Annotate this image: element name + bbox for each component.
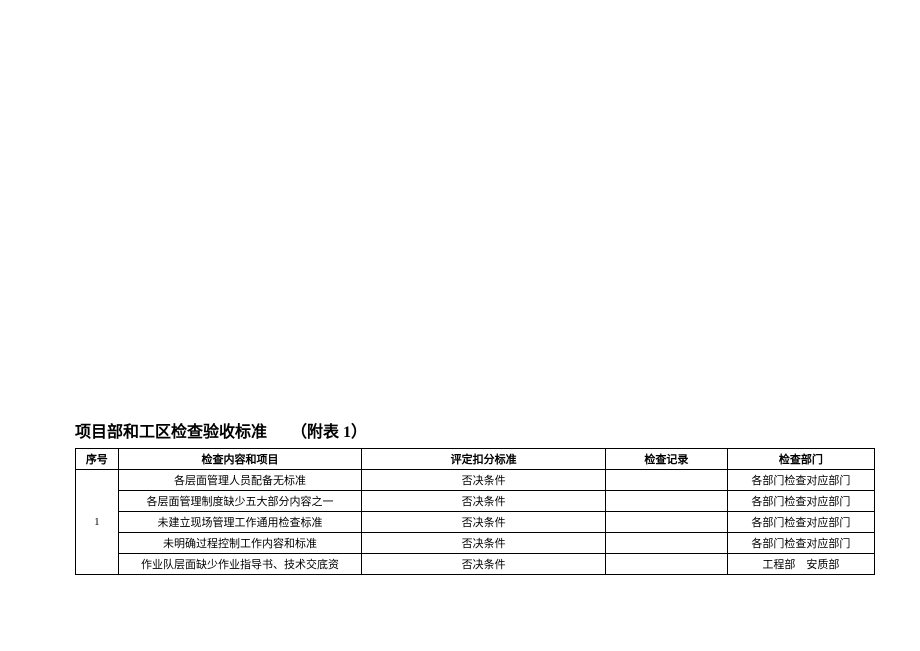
cell-item: 各层面管理制度缺少五大部分内容之一: [118, 491, 362, 512]
header-dept: 检查部门: [727, 449, 874, 470]
table-row: 作业队层面缺少作业指导书、技术交底资 否决条件 工程部 安质部: [76, 554, 875, 575]
cell-item: 未明确过程控制工作内容和标准: [118, 533, 362, 554]
table-row: 1 各层面管理人员配备无标准 否决条件 各部门检查对应部门: [76, 470, 875, 491]
table-row: 未明确过程控制工作内容和标准 否决条件 各部门检查对应部门: [76, 533, 875, 554]
title-appendix: （附表 1）: [291, 424, 367, 441]
table-row: 未建立现场管理工作通用检查标准 否决条件 各部门检查对应部门: [76, 512, 875, 533]
cell-item: 未建立现场管理工作通用检查标准: [118, 512, 362, 533]
cell-item: 作业队层面缺少作业指导书、技术交底资: [118, 554, 362, 575]
cell-standard: 否决条件: [362, 554, 606, 575]
table-row: 各层面管理制度缺少五大部分内容之一 否决条件 各部门检查对应部门: [76, 491, 875, 512]
header-standard: 评定扣分标准: [362, 449, 606, 470]
cell-record: [605, 512, 727, 533]
cell-dept: 各部门检查对应部门: [727, 512, 874, 533]
cell-seq: 1: [76, 470, 119, 575]
cell-standard: 否决条件: [362, 533, 606, 554]
cell-dept: 各部门检查对应部门: [727, 533, 874, 554]
header-item: 检查内容和项目: [118, 449, 362, 470]
document-content: 项目部和工区检查验收标准 （附表 1） 序号 检查内容和项目 评定扣分标准 检查…: [75, 418, 875, 575]
cell-dept: 工程部 安质部: [727, 554, 874, 575]
header-record: 检查记录: [605, 449, 727, 470]
cell-record: [605, 470, 727, 491]
cell-dept: 各部门检查对应部门: [727, 470, 874, 491]
cell-item: 各层面管理人员配备无标准: [118, 470, 362, 491]
cell-standard: 否决条件: [362, 512, 606, 533]
cell-standard: 否决条件: [362, 470, 606, 491]
cell-standard: 否决条件: [362, 491, 606, 512]
table-header-row: 序号 检查内容和项目 评定扣分标准 检查记录 检查部门: [76, 449, 875, 470]
cell-record: [605, 491, 727, 512]
cell-dept: 各部门检查对应部门: [727, 491, 874, 512]
cell-record: [605, 554, 727, 575]
document-title: 项目部和工区检查验收标准 （附表 1）: [75, 418, 875, 442]
cell-record: [605, 533, 727, 554]
title-main: 项目部和工区检查验收标准: [75, 424, 267, 441]
header-seq: 序号: [76, 449, 119, 470]
inspection-table: 序号 检查内容和项目 评定扣分标准 检查记录 检查部门 1 各层面管理人员配备无…: [75, 448, 875, 575]
